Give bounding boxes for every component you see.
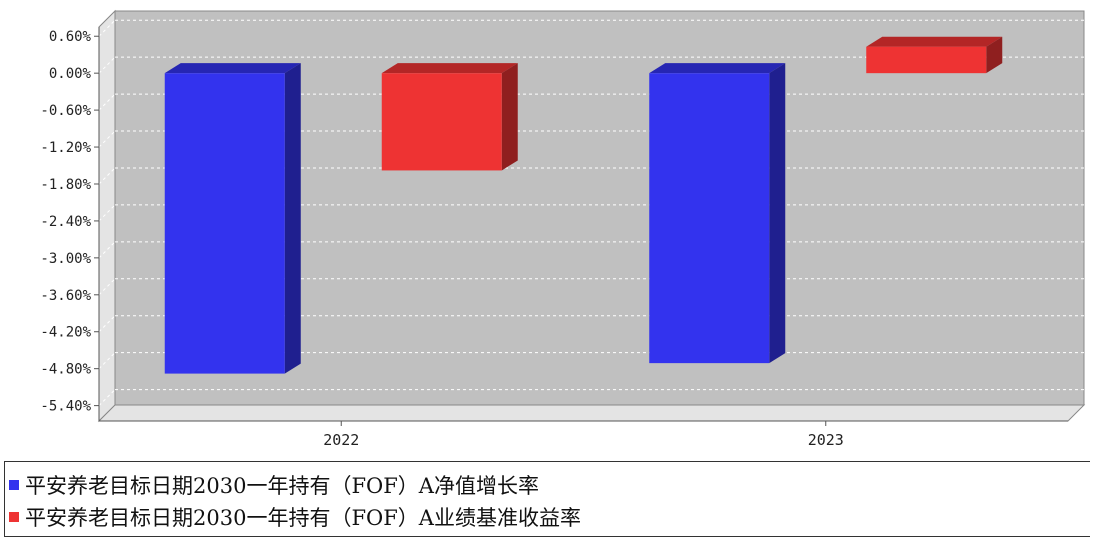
bar-side-face (284, 63, 301, 374)
y-tick-label: -4.20% (40, 325, 91, 341)
x-tick-label: 2023 (808, 431, 844, 449)
grid-lines (98, 19, 1084, 406)
y-tick-label: 0.00% (49, 66, 92, 82)
legend-label: 平安养老目标日期2030一年持有（FOF）A净值增长率 (25, 474, 539, 498)
grid-line (98, 315, 116, 333)
legend: 平安养老目标日期2030一年持有（FOF）A净值增长率 平安养老目标日期2030… (4, 461, 1090, 537)
plot-side-wall (98, 9, 116, 423)
bar-top-face (866, 36, 1003, 47)
bar-front-face (381, 73, 502, 171)
grid-line (98, 389, 116, 406)
y-tick-label: -5.40% (40, 399, 91, 415)
bar-front-face (649, 73, 770, 364)
grid-line (98, 130, 116, 148)
grid-line (98, 204, 116, 222)
x-axis-ticks: 2022 2023 (323, 421, 844, 449)
y-tick-label: -1.20% (40, 140, 91, 156)
plot-floor (97, 404, 1086, 422)
grid-line (98, 241, 116, 259)
y-tick-label: -1.80% (40, 177, 91, 193)
grid-line (98, 56, 116, 74)
x-tick-label: 2022 (323, 431, 359, 449)
y-tick-label: -3.00% (40, 251, 91, 267)
bar-2022-series-1 (164, 63, 301, 374)
grid-line (98, 167, 116, 185)
grid-line (98, 19, 116, 37)
y-tick-label: -3.60% (40, 288, 91, 304)
bar-side-face (501, 63, 518, 171)
grid-line (98, 278, 116, 296)
bar-chart: 0.60% 0.00% -0.60% -1.20% -1.80% -2.40% -3.00%… (40, 9, 1086, 449)
legend-label: 平安养老目标日期2030一年持有（FOF）A业绩基准收益率 (25, 506, 581, 530)
legend-item-nav-growth: 平安养老目标日期2030一年持有（FOF）A净值增长率 (5, 469, 1090, 501)
bar-top-face (164, 63, 301, 74)
y-tick-label: 0.60% (49, 29, 92, 45)
legend-item-benchmark-return: 平安养老目标日期2030一年持有（FOF）A业绩基准收益率 (5, 501, 1090, 533)
bar-side-face (986, 36, 1003, 74)
bar-2022-series-2 (381, 63, 518, 171)
y-axis-ticks: 0.60% 0.00% -0.60% -1.20% -1.80% -2.40% -3.00%… (40, 29, 99, 415)
y-tick-label: -2.40% (40, 214, 91, 230)
bars (164, 36, 1003, 374)
axes (98, 27, 1068, 422)
bar-front-face (164, 73, 285, 374)
bar-side-face (769, 63, 786, 364)
bar-2023-series-2 (866, 36, 1003, 74)
grid-line (98, 93, 116, 111)
legend-swatch-red (9, 512, 19, 522)
bar-top-face (649, 63, 786, 74)
bar-front-face (866, 46, 987, 74)
y-tick-label: -0.60% (40, 103, 91, 119)
y-tick-label: -4.80% (40, 362, 91, 378)
legend-swatch-blue (9, 480, 19, 490)
grid-line (98, 352, 116, 370)
bar-top-face (381, 63, 518, 74)
bar-2023-series-1 (649, 63, 786, 364)
